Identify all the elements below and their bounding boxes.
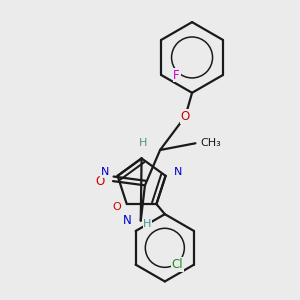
Text: H: H xyxy=(139,138,148,148)
Text: F: F xyxy=(173,69,180,82)
Text: H: H xyxy=(143,219,152,229)
Text: N: N xyxy=(174,167,182,178)
Text: N: N xyxy=(123,214,132,227)
Text: CH₃: CH₃ xyxy=(200,138,221,148)
Text: O: O xyxy=(96,175,105,188)
Text: Cl: Cl xyxy=(171,258,183,271)
Text: O: O xyxy=(181,110,190,123)
Text: N: N xyxy=(101,167,109,178)
Text: O: O xyxy=(112,202,121,212)
